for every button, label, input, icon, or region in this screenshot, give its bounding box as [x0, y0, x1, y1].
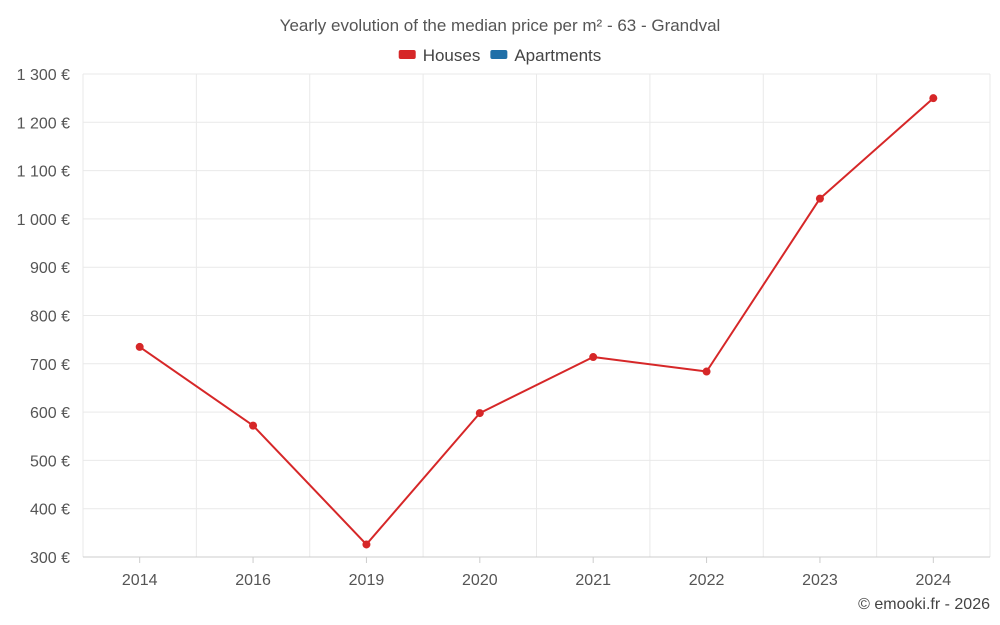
data-point[interactable] [475, 409, 484, 418]
series-line-houses [139, 97, 934, 546]
x-tick-label: 2016 [235, 572, 271, 589]
data-point[interactable] [929, 94, 938, 103]
data-point[interactable] [135, 342, 144, 351]
y-tick-label: 1 000 € [17, 212, 70, 229]
legend-swatch [490, 50, 508, 59]
x-axis: 2014 2016 2019 2020 2021 2022 2023 2024 [83, 556, 990, 589]
x-tick-label: 2024 [916, 572, 952, 589]
x-tick-label: 2019 [349, 572, 385, 589]
x-tick-label: 2014 [122, 572, 158, 589]
y-tick-label: 300 € [30, 550, 70, 567]
y-tick-label: 1 100 € [17, 164, 70, 181]
y-tick-label: 1 300 € [17, 67, 70, 84]
legend-item-houses[interactable]: Houses [398, 46, 481, 65]
data-point[interactable] [362, 540, 371, 549]
data-point[interactable] [815, 194, 824, 203]
y-tick-label: 900 € [30, 260, 70, 277]
chart-grid [82, 73, 991, 557]
x-tick-label: 2021 [575, 572, 611, 589]
data-point[interactable] [702, 367, 711, 376]
legend-swatch [398, 50, 416, 59]
y-tick-label: 800 € [30, 309, 70, 326]
data-point[interactable] [589, 353, 598, 362]
y-tick-label: 700 € [30, 357, 70, 374]
data-point[interactable] [249, 421, 258, 430]
chart-series [135, 94, 938, 549]
legend-label: Apartments [514, 46, 601, 65]
credit-text: © emooki.fr - 2026 [858, 596, 990, 613]
x-tick-label: 2023 [802, 572, 838, 589]
chart-legend: Houses Apartments [398, 46, 601, 65]
y-tick-label: 400 € [30, 502, 70, 519]
y-axis: 300 € 400 € 500 € 600 € 700 € 800 € 900 € 1 000… [17, 67, 70, 567]
x-tick-label: 2022 [689, 572, 725, 589]
chart-title: Yearly evolution of the median price per… [280, 16, 721, 35]
legend-label: Houses [423, 46, 481, 65]
y-tick-label: 1 200 € [17, 115, 70, 132]
x-tick-label: 2020 [462, 572, 498, 589]
legend-item-apartments[interactable]: Apartments [490, 46, 601, 65]
y-tick-label: 600 € [30, 405, 70, 422]
y-tick-label: 500 € [30, 453, 70, 470]
